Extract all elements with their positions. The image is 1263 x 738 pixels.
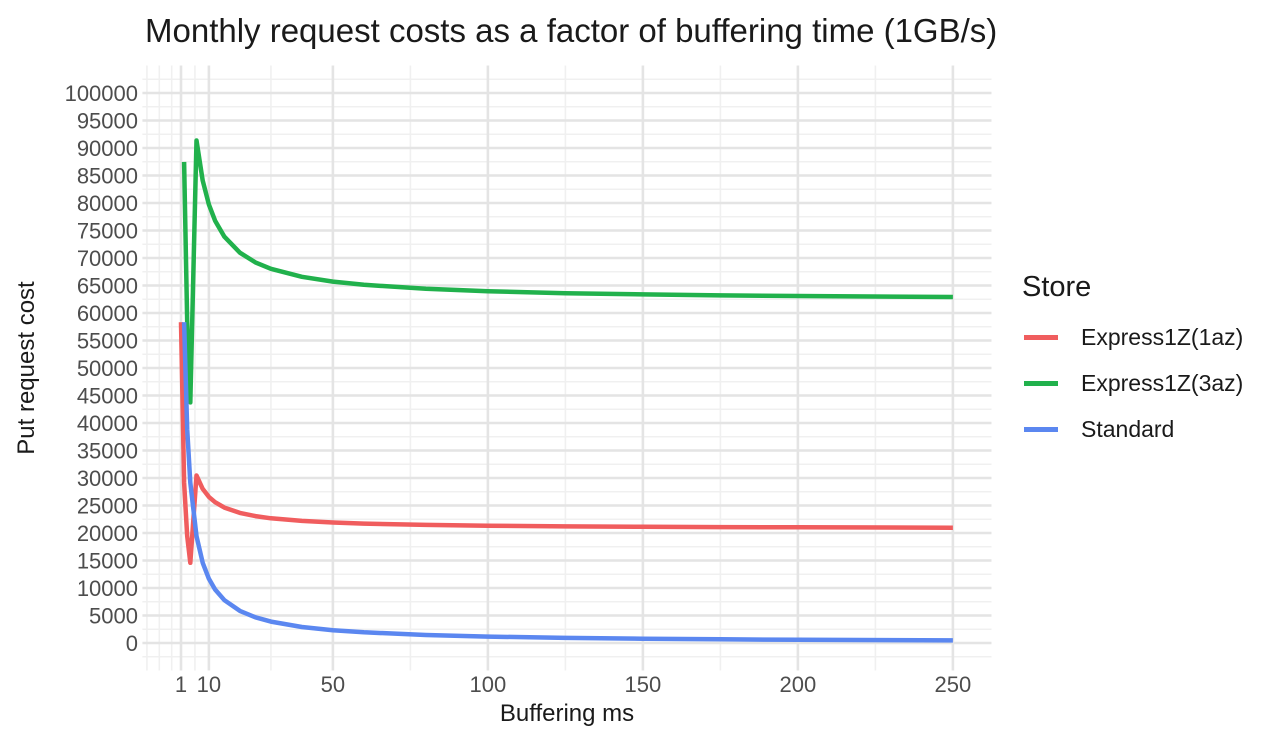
y-tick-label: 15000 xyxy=(77,549,138,574)
gridlines-major xyxy=(142,65,992,671)
y-tick-label: 55000 xyxy=(77,329,138,354)
legend-key-line xyxy=(1024,426,1058,432)
x-tick-label: 250 xyxy=(935,672,972,697)
legend-item-express1z-3az-: Express1Z(3az) xyxy=(1022,360,1257,406)
legend-key-line xyxy=(1024,334,1058,340)
legend-entries: Express1Z(1az) Express1Z(3az) Standard xyxy=(1022,314,1257,452)
legend-title: Store xyxy=(1022,271,1092,303)
x-axis-title: Buffering ms xyxy=(499,700,635,727)
y-tick-label: 10000 xyxy=(77,576,138,601)
legend-item-express1z-1az-: Express1Z(1az) xyxy=(1022,314,1257,360)
series-line-express1z-3az- xyxy=(181,138,953,405)
chart-title: Monthly request costs as a factor of buf… xyxy=(145,12,998,49)
y-tick-label: 100000 xyxy=(65,81,138,106)
legend-label: Express1Z(3az) xyxy=(1081,369,1244,396)
y-tick-label: 80000 xyxy=(77,191,138,216)
legend-label: Express1Z(1az) xyxy=(1081,323,1244,350)
series-line-express1z-1az- xyxy=(178,322,953,566)
y-tick-label: 30000 xyxy=(77,466,138,491)
y-tick-label: 70000 xyxy=(77,246,138,271)
y-tick-label: 45000 xyxy=(77,384,138,409)
y-tick-label: 20000 xyxy=(77,521,138,546)
series-lines xyxy=(178,138,953,643)
x-tick-label: 150 xyxy=(625,672,662,697)
y-tick-label: 40000 xyxy=(77,411,138,436)
legend-item-standard: Standard xyxy=(1022,406,1257,452)
x-tick-label: 10 xyxy=(197,672,221,697)
y-tick-label: 35000 xyxy=(77,439,138,464)
x-tick-label: 50 xyxy=(321,672,345,697)
y-tick-label: 50000 xyxy=(77,356,138,381)
y-tick-label: 25000 xyxy=(77,494,138,519)
gridlines-minor xyxy=(142,65,992,671)
y-tick-label: 75000 xyxy=(77,219,138,244)
legend-label: Standard xyxy=(1081,415,1175,442)
y-tick-label: 65000 xyxy=(77,274,138,299)
y-axis-title: Put request cost xyxy=(13,281,40,455)
x-tick-label: 200 xyxy=(780,672,817,697)
y-tick-label: 60000 xyxy=(77,301,138,326)
x-tick-label: 1 xyxy=(175,672,187,697)
series-line-standard xyxy=(181,322,953,643)
y-tick-label: 85000 xyxy=(77,164,138,189)
legend-key-line xyxy=(1024,380,1058,386)
y-tick-label: 5000 xyxy=(89,604,138,629)
y-tick-label: 0 xyxy=(126,631,138,656)
y-tick-label: 90000 xyxy=(77,136,138,161)
x-tick-label: 100 xyxy=(470,672,507,697)
y-tick-label: 95000 xyxy=(77,109,138,134)
legend: Store Express1Z(1az) Express1Z(3az) Standa… xyxy=(1022,270,1257,452)
